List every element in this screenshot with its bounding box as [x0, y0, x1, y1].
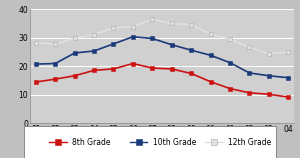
FancyBboxPatch shape — [24, 126, 276, 158]
Text: 12th Grade: 12th Grade — [228, 138, 272, 147]
Text: 8th Grade: 8th Grade — [72, 138, 110, 147]
Text: 10th Grade: 10th Grade — [152, 138, 196, 147]
